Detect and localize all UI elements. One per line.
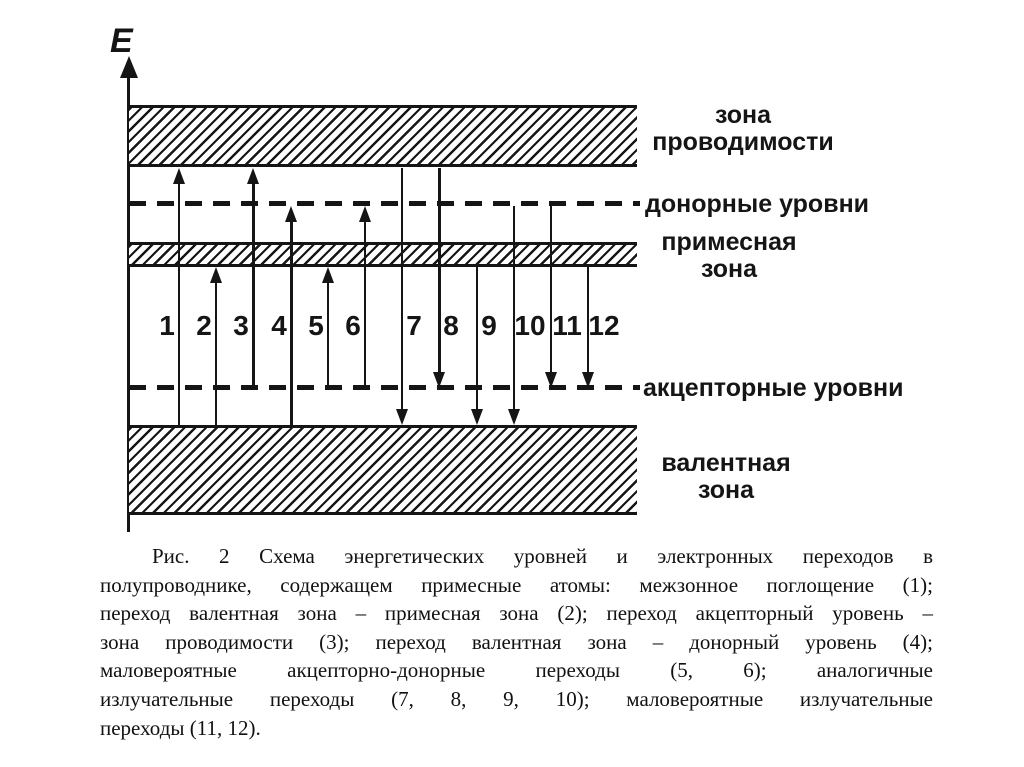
- transition-arrow-6: [358, 206, 372, 388]
- arrowhead-down-icon: [396, 409, 408, 425]
- transition-arrow-11: [544, 206, 558, 388]
- transition-number-11: 11: [552, 310, 582, 341]
- transition-arrow-2: [209, 267, 223, 425]
- caption-line-6: излучательные переходы (7, 8, 9, 10); ма…: [100, 686, 933, 711]
- arrowhead-up-icon: [285, 206, 297, 222]
- transition-arrow-shaft: [215, 281, 217, 425]
- transition-arrow-shaft: [401, 168, 403, 411]
- transition-arrow-shaft: [327, 281, 329, 388]
- acceptor-level-line: [129, 385, 640, 390]
- transition-number-1: 1: [159, 310, 175, 341]
- transition-arrow-8: [432, 168, 446, 388]
- transition-arrow-9: [470, 267, 484, 425]
- valence-band: [129, 425, 637, 515]
- conduction-band: [129, 105, 637, 167]
- transition-number-6: 6: [345, 310, 361, 341]
- transition-number-9: 9: [481, 310, 497, 341]
- impurity-band: [129, 242, 637, 267]
- conduction-band-label-line2: проводимости: [652, 128, 834, 156]
- figure-caption: Рис. 2 Схема энергетических уровней и эл…: [100, 542, 933, 742]
- conduction-band-label: зона проводимости: [645, 102, 841, 156]
- energy-axis-label: E: [110, 22, 133, 60]
- arrowhead-up-icon: [247, 168, 259, 184]
- impurity-band-label: примесная зона: [645, 229, 813, 283]
- arrowhead-up-icon: [173, 168, 185, 184]
- caption-line-7: переходы (11, 12).: [100, 715, 261, 740]
- transition-number-5: 5: [308, 310, 324, 341]
- transition-arrow-shaft: [550, 206, 552, 374]
- impurity-band-label-line1: примесная: [661, 228, 797, 256]
- transition-arrow-shaft: [364, 220, 366, 388]
- donor-level-line: [129, 201, 640, 206]
- transition-number-8: 8: [443, 310, 459, 341]
- caption-line-2: полупроводнике, содержащем примесные ато…: [100, 572, 933, 597]
- caption-line-4: зона проводимости (3); переход валентная…: [100, 629, 933, 654]
- transition-arrow-5: [321, 267, 335, 388]
- transition-number-7: 7: [406, 310, 422, 341]
- transition-arrow-3: [246, 168, 260, 388]
- arrowhead-down-icon: [471, 409, 483, 425]
- transition-arrow-4: [284, 206, 298, 425]
- transition-arrow-shaft: [178, 182, 180, 425]
- caption-line-3: переход валентная зона – примесная зона …: [100, 601, 933, 626]
- transition-arrow-10: [507, 206, 521, 425]
- valence-band-label-line1: валентная: [661, 449, 791, 477]
- impurity-band-label-line2: зона: [700, 255, 758, 283]
- caption-line-5: маловероятные акцепторно-донорные перехо…: [100, 658, 933, 683]
- acceptor-level-label: акцепторные уровни: [643, 374, 904, 402]
- donor-level-label: донорные уровни: [645, 190, 870, 218]
- arrowhead-down-icon: [582, 372, 594, 388]
- valence-band-label-line2: зона: [697, 476, 755, 504]
- transition-number-3: 3: [233, 310, 249, 341]
- transition-number-10: 10: [514, 310, 546, 341]
- transition-arrow-shaft: [587, 267, 589, 374]
- transition-arrow-shaft: [476, 267, 478, 411]
- transition-arrow-12: [581, 267, 595, 388]
- arrowhead-down-icon: [545, 372, 557, 388]
- energy-axis: [127, 74, 130, 532]
- transition-arrow-1: [172, 168, 186, 425]
- transition-number-4: 4: [271, 310, 287, 341]
- transition-arrow-shaft: [251, 182, 255, 388]
- transition-number-2: 2: [196, 310, 212, 341]
- conduction-band-label-line1: зона: [714, 101, 772, 129]
- caption-line-1: Рис. 2 Схема энергетических уровней и эл…: [152, 544, 933, 568]
- arrowhead-up-icon: [322, 267, 334, 283]
- arrowhead-up-icon: [359, 206, 371, 222]
- energy-axis-arrowhead-icon: [120, 56, 138, 78]
- transition-arrow-shaft: [513, 206, 515, 411]
- transition-arrow-7: [395, 168, 409, 425]
- transition-arrow-shaft: [437, 168, 441, 374]
- arrowhead-down-icon: [433, 372, 445, 388]
- transition-number-12: 12: [588, 310, 620, 341]
- arrowhead-up-icon: [210, 267, 222, 283]
- arrowhead-down-icon: [508, 409, 520, 425]
- transition-arrow-shaft: [289, 220, 293, 425]
- valence-band-label: валентная зона: [645, 450, 807, 504]
